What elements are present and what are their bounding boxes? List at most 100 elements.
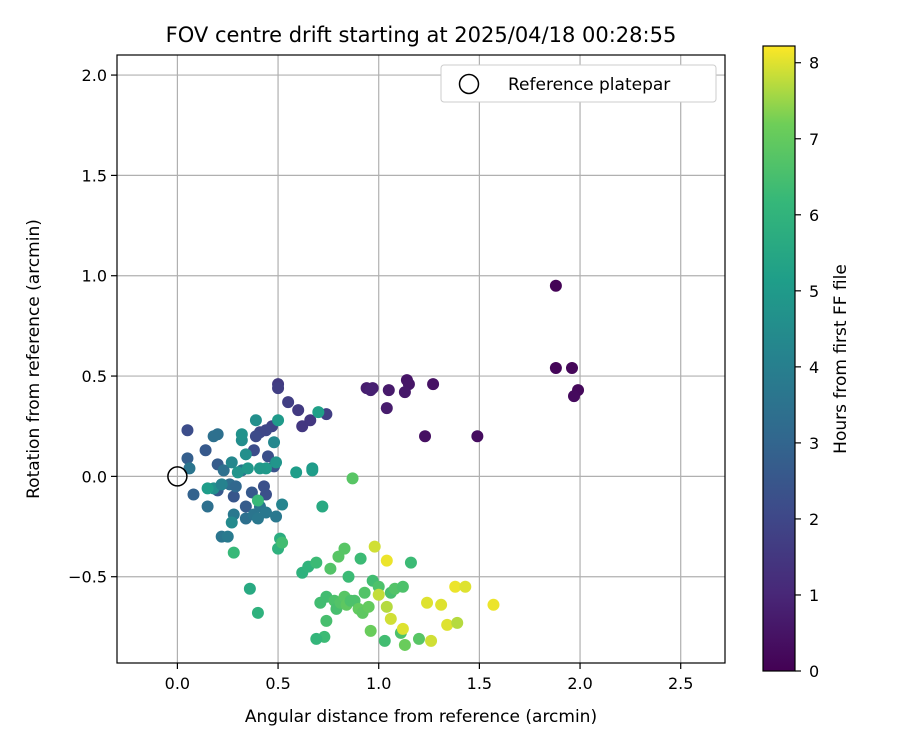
x-tick-label: 0.5	[265, 674, 290, 693]
data-point	[272, 414, 285, 427]
colorbar-ticks: 0 1 2 3 4 5 6 7 8	[795, 54, 819, 681]
data-point	[380, 554, 393, 567]
data-point	[221, 530, 234, 543]
x-axis-ticks: 0.0 0.5 1.0 1.5 2.0 2.5	[165, 663, 693, 693]
grid	[117, 55, 725, 663]
scatter-points	[181, 279, 585, 651]
data-point	[251, 494, 264, 507]
data-point	[398, 386, 411, 399]
data-point	[181, 424, 194, 437]
x-tick-label: 2.5	[668, 674, 693, 693]
data-point	[243, 582, 256, 595]
colorbar-tick-label: 0	[809, 662, 819, 681]
data-point	[229, 480, 242, 493]
legend-marker	[458, 73, 480, 95]
data-point	[253, 462, 266, 475]
reference-platepar-marker	[167, 466, 188, 487]
data-point	[362, 600, 375, 613]
data-point	[425, 634, 438, 647]
data-point	[183, 462, 196, 475]
y-tick-label: 1.5	[82, 166, 107, 185]
colorbar-label: Hours from first FF file	[831, 264, 851, 454]
data-point	[451, 616, 464, 629]
data-point	[187, 488, 200, 501]
data-point	[372, 588, 385, 601]
data-point	[215, 478, 228, 491]
x-tick-label: 2.0	[567, 674, 592, 693]
data-point	[412, 632, 425, 645]
x-tick-label: 1.5	[467, 674, 492, 693]
data-point	[249, 414, 262, 427]
data-point	[316, 500, 329, 513]
data-point	[568, 390, 581, 403]
data-point	[282, 396, 295, 409]
colorbar-tick-label: 3	[809, 434, 819, 453]
data-point	[354, 552, 367, 565]
data-point	[235, 428, 248, 441]
colorbar-tick-label: 6	[809, 206, 819, 225]
data-point	[312, 406, 325, 419]
data-point	[487, 598, 500, 611]
data-point	[565, 362, 578, 375]
x-tick-label: 0.0	[165, 674, 190, 693]
data-point	[239, 448, 252, 461]
data-point	[378, 634, 391, 647]
data-point	[459, 580, 472, 593]
colorbar-tick-label: 7	[809, 130, 819, 149]
data-point	[549, 279, 562, 292]
plot-area-frame	[116, 54, 726, 664]
data-point	[181, 452, 194, 465]
data-point	[338, 542, 351, 555]
y-tick-label: −0.5	[68, 568, 107, 587]
data-point	[225, 516, 238, 529]
colorbar-tick-label: 8	[809, 54, 819, 73]
data-point	[324, 562, 337, 575]
data-point	[211, 428, 224, 441]
data-point	[249, 430, 262, 443]
data-point	[421, 596, 434, 609]
data-point	[201, 500, 214, 513]
data-point	[368, 540, 381, 553]
colorbar-tick-label: 1	[809, 586, 819, 605]
data-point	[419, 430, 432, 443]
data-point	[241, 462, 254, 475]
data-point	[380, 402, 393, 415]
data-point	[364, 624, 377, 637]
data-point	[270, 456, 283, 469]
data-point	[201, 482, 214, 495]
data-point	[239, 500, 252, 513]
colorbar: 0 1 2 3 4 5 6 7 8 Hours from first FF file	[762, 45, 851, 681]
legend-label: Reference platepar	[508, 75, 670, 95]
colorbar-tick-label: 5	[809, 282, 819, 301]
data-point	[272, 382, 285, 395]
data-point	[292, 404, 305, 417]
data-point	[276, 536, 289, 549]
data-point	[227, 490, 240, 503]
data-point	[259, 506, 272, 519]
data-point	[396, 580, 409, 593]
legend: Reference platepar	[440, 64, 717, 103]
colorbar-gradient	[762, 45, 796, 672]
chart-title: FOV centre drift starting at 2025/04/18 …	[166, 23, 677, 47]
data-point	[199, 444, 212, 457]
data-point	[404, 556, 417, 569]
y-tick-label: 0.0	[82, 467, 107, 486]
data-point	[217, 464, 230, 477]
data-point	[310, 556, 323, 569]
x-tick-label: 1.0	[366, 674, 391, 693]
data-point	[384, 612, 397, 625]
data-point	[364, 384, 377, 397]
data-point	[441, 618, 454, 631]
data-point	[471, 430, 484, 443]
data-point	[296, 420, 309, 433]
data-point	[320, 614, 333, 627]
data-point	[270, 510, 283, 523]
data-point	[225, 456, 238, 469]
data-point	[346, 472, 359, 485]
data-point	[268, 436, 281, 449]
data-point	[549, 362, 562, 375]
y-tick-label: 2.0	[82, 66, 107, 85]
data-point	[449, 580, 462, 593]
colorbar-tick-label: 4	[809, 358, 819, 377]
